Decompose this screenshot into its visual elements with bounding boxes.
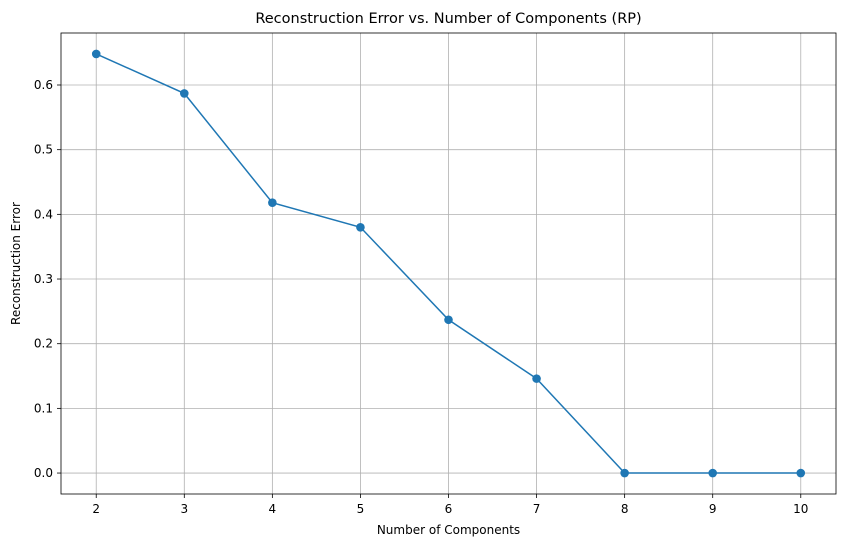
chart-title: Reconstruction Error vs. Number of Compo… xyxy=(255,11,641,27)
ticks-layer: 2 3 4 5 6 7 8 9 10 0.0 0.1 0.2 0.3 0.4 0.5 0.6 xyxy=(34,78,809,516)
data-point xyxy=(91,49,101,59)
data-point xyxy=(796,468,806,478)
plot-frame xyxy=(60,32,837,495)
x-tick-label: 3 xyxy=(180,502,188,516)
y-tick-label: 0.2 xyxy=(34,337,53,351)
data-point xyxy=(532,374,541,383)
x-tick-label: 6 xyxy=(445,502,453,516)
x-tick-label: 4 xyxy=(269,502,277,516)
data-point xyxy=(620,468,629,478)
x-tick-label: 2 xyxy=(92,502,100,516)
y-tick-label: 0.6 xyxy=(34,78,53,92)
x-tick-label: 8 xyxy=(621,502,629,516)
y-tick-label: 0.5 xyxy=(34,143,53,157)
y-tick-label: 0.1 xyxy=(34,401,53,415)
data-point xyxy=(708,468,718,478)
grid-layer xyxy=(61,33,836,494)
data-point xyxy=(356,222,365,232)
y-tick-label: 0.4 xyxy=(34,207,53,221)
data-point xyxy=(444,315,453,325)
x-tick-label: 10 xyxy=(793,502,808,516)
data-point xyxy=(179,89,189,98)
x-axis-label: Number of Components xyxy=(377,523,520,537)
data-point xyxy=(268,198,277,208)
y-tick-label: 0.3 xyxy=(34,272,53,286)
series-layer xyxy=(91,49,806,478)
x-tick-label: 5 xyxy=(357,502,365,516)
y-axis-label: Reconstruction Error xyxy=(9,202,23,325)
x-tick-label: 9 xyxy=(709,502,717,516)
y-tick-label: 0.0 xyxy=(34,466,53,480)
x-tick-label: 7 xyxy=(533,502,541,516)
